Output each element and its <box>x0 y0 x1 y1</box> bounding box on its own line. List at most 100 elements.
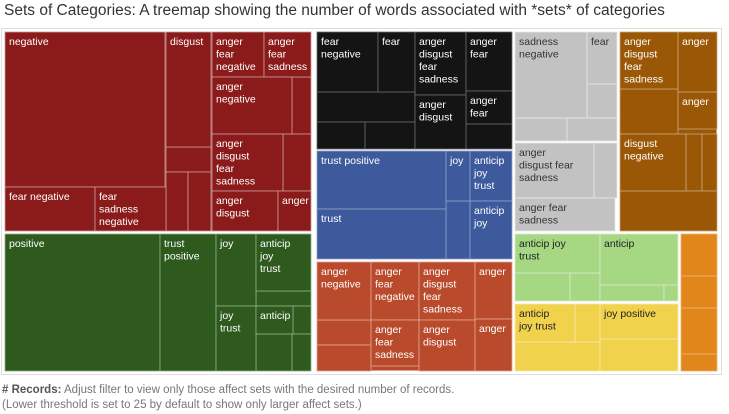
cell-label: joy <box>449 155 464 167</box>
cell-sadness-negative <box>514 31 588 119</box>
cell-label: fear <box>382 36 401 48</box>
cell-label: fear <box>419 61 438 73</box>
subcell <box>680 353 718 372</box>
subcell <box>292 305 312 335</box>
cell-label: joy <box>259 251 274 263</box>
cell-label: anticip <box>604 238 635 250</box>
cell-label: anticip <box>519 308 550 320</box>
cell-label: fear <box>99 191 118 203</box>
cell-label: anger <box>419 99 446 111</box>
cell-label: disgust <box>624 138 657 150</box>
cell-anger <box>474 318 513 372</box>
subcell <box>316 121 366 150</box>
group-trust: trust positive joy anticipjoytrusttrustant… <box>316 150 513 260</box>
cell-anger-fear <box>465 31 513 92</box>
cell-label: negative <box>321 279 361 291</box>
cell-label: trust <box>519 251 540 263</box>
cell-label: anger <box>479 266 506 278</box>
cell-anger-fear-sadness <box>514 197 616 232</box>
cell-label: anger <box>624 36 651 48</box>
cell-label: anger <box>682 96 709 108</box>
cell-label: anger <box>470 36 497 48</box>
cell-label: anticip <box>260 238 291 250</box>
subcell <box>586 83 618 119</box>
subcell <box>599 338 679 372</box>
cell-label: anger <box>470 95 497 107</box>
subcell <box>701 133 718 192</box>
cell-anger-disgust <box>211 190 279 232</box>
cell-anger <box>277 190 312 232</box>
chart-title: Sets of Categories: A treemap showing th… <box>4 2 665 19</box>
subcell <box>316 344 372 372</box>
subcell <box>445 200 471 260</box>
cell-label: anger <box>519 147 546 159</box>
cell-disgust <box>165 31 212 148</box>
subcell <box>514 117 568 142</box>
subcell <box>619 88 679 135</box>
cell-label: sadness <box>423 304 462 316</box>
cell-anger <box>474 261 513 320</box>
cell-label: disgust <box>624 49 657 61</box>
cell-label: fear <box>624 61 643 73</box>
subcell <box>187 171 212 232</box>
cell-label: fear <box>591 36 610 48</box>
cell-label: positive <box>164 251 200 263</box>
subcell <box>291 333 312 372</box>
cell-label: disgust <box>423 337 456 349</box>
cell-label: negative <box>624 151 664 163</box>
cell-label: sadness <box>519 36 558 48</box>
cell-anger-fear-negative <box>370 261 420 321</box>
subcell <box>291 76 312 135</box>
records-note: # Records: Adjust filter to view only th… <box>2 384 454 396</box>
subcell <box>599 284 665 302</box>
subcell <box>364 121 416 150</box>
cell-label: fear <box>321 36 340 48</box>
cell-anger-disgust <box>418 319 476 372</box>
group-disgust: angerdisgustfearsadnessangerangerdisgust… <box>619 31 718 232</box>
cell-anger <box>677 31 718 93</box>
cell-anger-disgust <box>414 94 467 150</box>
cell-joy <box>215 233 257 307</box>
cell-label: disgust <box>216 208 249 220</box>
cell-label: fear <box>470 49 489 61</box>
subcell <box>316 91 416 123</box>
cell-label: fear negative <box>9 191 70 203</box>
cell-label: trust <box>474 180 495 192</box>
cell-label: anger <box>423 324 450 336</box>
subcell <box>569 272 601 302</box>
cell-negative <box>4 31 166 188</box>
cell-label: negative <box>519 49 559 61</box>
cell-label: sadness <box>216 176 255 188</box>
cell-label: negative <box>216 94 256 106</box>
cell-joy-positive <box>599 303 679 340</box>
cell-label: fear <box>268 49 287 61</box>
cell-label: disgust <box>419 112 452 124</box>
subcell <box>680 307 718 355</box>
cell-label: trust <box>260 263 281 275</box>
cell-label: negative <box>9 36 49 48</box>
cell-label: anger <box>216 138 243 150</box>
subcell <box>514 272 571 302</box>
cell-label: anger <box>682 36 709 48</box>
cell-fear-negative <box>316 31 379 93</box>
cell-label: fear <box>216 163 235 175</box>
cell-label: disgust fear <box>519 160 574 172</box>
subcell <box>574 303 601 343</box>
cell-anticip-joy-trust <box>514 303 576 343</box>
cell-label: anger <box>479 323 506 335</box>
records-label: # Records: <box>2 384 62 396</box>
cell-label: sadness <box>375 349 414 361</box>
cell-label: anger <box>216 195 243 207</box>
cell-trust <box>316 208 447 260</box>
cell-label: anger <box>375 266 402 278</box>
cell-label: disgust <box>419 49 452 61</box>
threshold-note: (Lower threshold is set to 25 by default… <box>2 399 362 411</box>
subcell <box>165 146 212 173</box>
cell-label: negative <box>321 49 361 61</box>
cell-anger <box>677 91 718 130</box>
cell-anticip-joy-trust <box>514 233 601 274</box>
subcell <box>165 171 189 232</box>
cell-anticip-joy-trust <box>469 150 513 202</box>
